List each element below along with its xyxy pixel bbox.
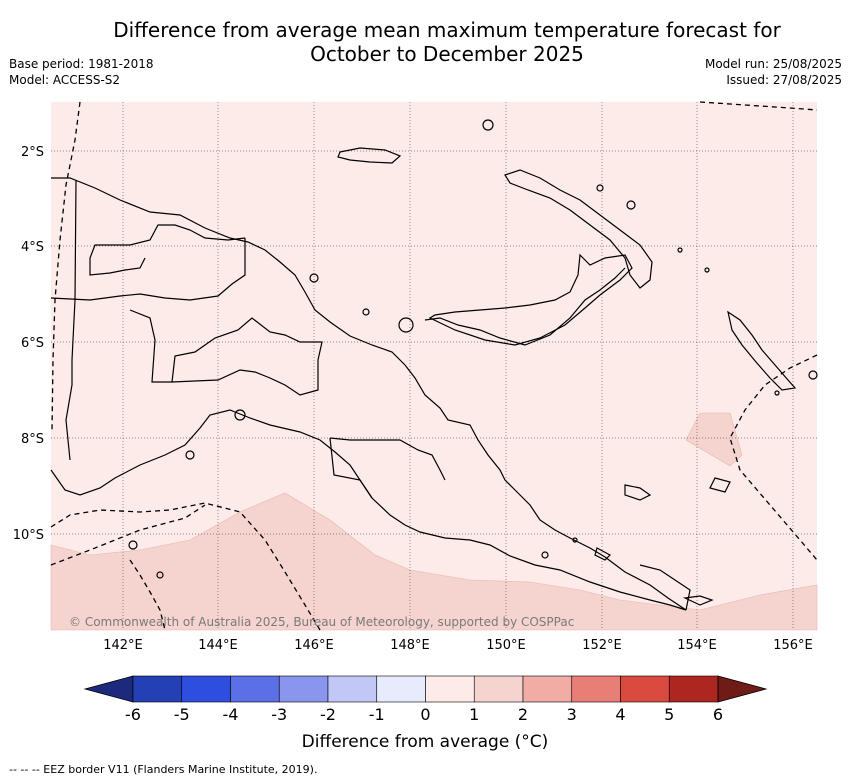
colorbar-tick-label: 5 (664, 705, 674, 724)
colorbar-tick-label: 2 (518, 705, 528, 724)
colorbar-bin (230, 675, 280, 703)
coastlines (50, 119, 818, 611)
lat-label: 4°S (21, 240, 44, 255)
latitude-labels: 2°S 4°S 6°S 8°S 10°S (13, 145, 44, 543)
model-name: Model: ACCESS-S2 (9, 73, 121, 87)
colorbar-tick-label: -4 (223, 705, 239, 724)
eez-legend: -- -- -- EEZ border V11 (Flanders Marine… (9, 763, 318, 776)
colorbar-bin (425, 675, 475, 703)
lon-label: 156°E (773, 638, 813, 653)
lat-label: 8°S (21, 432, 44, 447)
model-run: Model run: 25/08/2025 (704, 57, 842, 71)
colorbar-tick-label: 3 (567, 705, 577, 724)
lon-label: 152°E (582, 638, 622, 653)
colorbar-bin (327, 675, 378, 703)
colorbar-max-extension (717, 675, 768, 703)
colorbar-tick-label: 1 (469, 705, 479, 724)
colorbar-bin (376, 675, 426, 703)
lon-label: 154°E (677, 638, 717, 653)
colorbar-bin (181, 675, 231, 703)
colorbar-min-extension (83, 675, 134, 703)
colorbar-bin (620, 675, 670, 703)
lat-label: 2°S (21, 145, 44, 160)
colorbar-tick-label: -5 (174, 705, 190, 724)
lon-label: 144°E (198, 638, 238, 653)
meta-right: Model run: 25/08/2025 Issued: 27/08/2025 (705, 56, 842, 88)
lon-label: 148°E (390, 638, 430, 653)
base-period: Base period: 1981-2018 (9, 57, 154, 71)
colorbar-tick-label: 6 (713, 705, 723, 724)
eez-borders (50, 101, 818, 631)
lon-label: 150°E (486, 638, 526, 653)
lat-label: 6°S (21, 336, 44, 351)
lat-label: 10°S (13, 528, 44, 543)
map-title: Difference from average mean maximum tem… (0, 18, 850, 66)
longitude-labels: 142°E 144°E 146°E 148°E 150°E 152°E 154°… (103, 638, 813, 653)
colorbar-bin (522, 675, 573, 703)
issued-date: Issued: 27/08/2025 (726, 73, 842, 87)
colorbar-tick-label: 4 (615, 705, 625, 724)
colorbar: -6 -5 -4 -3 -2 -1 0 1 2 3 4 5 6 (83, 675, 768, 724)
warm-anomaly-east (685, 412, 743, 467)
colorbar-bin (132, 675, 183, 703)
lon-label: 142°E (103, 638, 143, 653)
meta-left: Base period: 1981-2018 Model: ACCESS-S2 (9, 56, 154, 88)
colorbar-tick-label: -6 (125, 705, 141, 724)
colorbar-bin (571, 675, 621, 703)
colorbar-bin (668, 675, 719, 703)
lon-label: 146°E (294, 638, 334, 653)
title-line-1: Difference from average mean maximum tem… (113, 18, 781, 42)
colorbar-label: Difference from average (°C) (301, 732, 549, 752)
colorbar-bin (278, 675, 329, 703)
colorbar-tick-label: -2 (320, 705, 336, 724)
copyright-credit: © Commonwealth of Australia 2025, Bureau… (69, 615, 574, 629)
title-line-2: October to December 2025 (310, 42, 584, 66)
colorbar-tick-label: -1 (369, 705, 385, 724)
warm-anomaly-south (50, 492, 818, 631)
colorbar-tick-label: 0 (420, 705, 430, 724)
colorbar-tick-label: -3 (271, 705, 287, 724)
colorbar-bin (473, 675, 524, 703)
